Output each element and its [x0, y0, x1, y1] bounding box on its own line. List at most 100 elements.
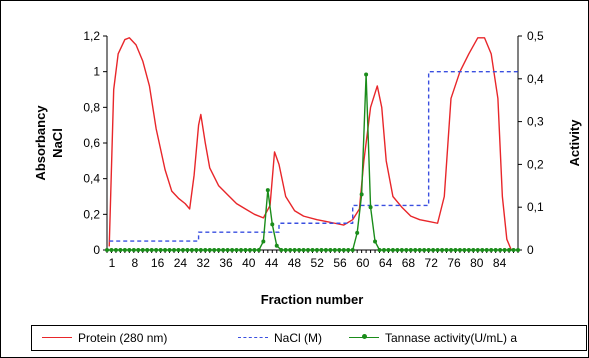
tannase-point — [319, 248, 324, 252]
tannase-point — [408, 248, 413, 252]
x-tick-label: 1 — [109, 256, 116, 270]
legend-swatch-nacl — [238, 337, 268, 338]
left-tick-label: 1,2 — [83, 29, 100, 43]
tannase-point — [346, 248, 351, 252]
tannase-point — [377, 248, 382, 252]
legend-swatch-protein — [42, 337, 72, 338]
tannase-point — [373, 239, 378, 244]
left-axis-title-2: NaCl — [50, 128, 65, 158]
tannase-point — [435, 248, 440, 252]
tannase-point — [136, 248, 141, 252]
tannase-point — [198, 248, 203, 252]
tannase-point — [274, 243, 279, 248]
x-tick-label: 52 — [311, 256, 325, 270]
tannase-point — [341, 248, 346, 252]
tannase-point — [328, 248, 333, 252]
tannase-point — [118, 248, 123, 252]
tannase-point — [314, 248, 319, 252]
left-tick-label: 1 — [93, 65, 100, 79]
tannase-point — [413, 248, 418, 252]
x-tick-label: 76 — [447, 256, 461, 270]
tannase-point — [502, 248, 507, 252]
tannase-point — [368, 205, 373, 210]
tannase-point — [216, 248, 221, 252]
tannase-point — [390, 248, 395, 252]
tannase-point — [404, 248, 409, 252]
legend-marker-tannase — [362, 334, 367, 339]
x-tick-label: 60 — [356, 256, 370, 270]
right-tick-label: 0,4 — [527, 72, 544, 86]
tannase-point — [475, 248, 480, 252]
tannase-point — [252, 248, 257, 252]
x-tick-label: 32 — [197, 256, 211, 270]
protein-line — [108, 37, 512, 251]
legend-label-tannase: Tannase activity(U/mL) a — [385, 331, 518, 345]
tannase-point — [122, 248, 127, 252]
tannase-point — [484, 248, 489, 252]
left-axis-title-1: Absorbancy — [33, 105, 48, 181]
x-tick-label: 68 — [402, 256, 416, 270]
x-tick-label: 48 — [288, 256, 302, 270]
tannase-point — [444, 248, 449, 252]
tannase-line — [107, 73, 518, 251]
right-axis-title: Activity — [567, 119, 582, 167]
tannase-point — [288, 248, 293, 252]
tannase-point — [292, 248, 297, 252]
tannase-point — [265, 188, 270, 193]
tannase-point — [270, 222, 275, 227]
right-tick-label: 0,5 — [527, 29, 544, 43]
x-tick-label: 16 — [151, 256, 165, 270]
tannase-point — [247, 248, 252, 252]
left-tick-label: 0 — [93, 243, 100, 257]
tannase-point — [131, 248, 136, 252]
tannase-point — [493, 248, 498, 252]
x-tick-label: 84 — [493, 256, 507, 270]
x-tick-label: 8 — [131, 256, 138, 270]
axes: 0 0,2 0,4 0,6 0,8 1 1,2 0 0,1 0,2 0,3 0,4 0,5 1 8 16 24 3… — [83, 29, 544, 270]
series-layer — [105, 37, 520, 252]
tannase-point — [243, 248, 248, 252]
tannase-point — [350, 248, 355, 252]
tannase-point — [167, 248, 172, 252]
x-tick-label: 80 — [470, 256, 484, 270]
tannase-point — [489, 248, 494, 252]
tannase-point — [230, 248, 235, 252]
tannase-point — [176, 248, 181, 252]
nacl-line — [109, 70, 518, 242]
left-tick-label: 0,2 — [83, 207, 100, 221]
tannase-point — [381, 248, 386, 252]
tannase-point — [422, 248, 427, 252]
tannase-point — [417, 248, 422, 252]
tannase-point — [511, 248, 516, 252]
tannase-point — [185, 248, 190, 252]
tannase-point — [399, 248, 404, 252]
right-tick-label: 0,3 — [527, 115, 544, 129]
tannase-point — [180, 248, 185, 252]
tannase-point — [337, 248, 342, 252]
x-tick-label: 24 — [174, 256, 188, 270]
tannase-point — [149, 248, 154, 252]
x-tick-label: 40 — [242, 256, 256, 270]
tannase-point — [332, 248, 337, 252]
tannase-point — [466, 248, 471, 252]
tannase-point — [145, 248, 150, 252]
tannase-point — [457, 248, 462, 252]
tannase-point — [212, 248, 217, 252]
tannase-point — [158, 248, 163, 252]
tannase-point — [140, 248, 145, 252]
tannase-point — [127, 248, 132, 252]
tannase-point — [189, 248, 194, 252]
tannase-point — [113, 248, 118, 252]
left-tick-label: 0,6 — [83, 136, 100, 150]
legend-label-protein: Protein (280 nm) — [78, 331, 168, 345]
x-axis-title: Fraction number — [261, 292, 364, 307]
tannase-point — [440, 248, 445, 252]
tannase-point — [105, 248, 109, 252]
tannase-point — [386, 248, 391, 252]
tannase-point — [109, 248, 114, 252]
left-tick-label: 0,4 — [83, 172, 100, 186]
tannase-point — [225, 248, 230, 252]
tannase-point — [207, 248, 212, 252]
x-tick-label: 72 — [425, 256, 439, 270]
x-tick-label: 36 — [219, 256, 233, 270]
